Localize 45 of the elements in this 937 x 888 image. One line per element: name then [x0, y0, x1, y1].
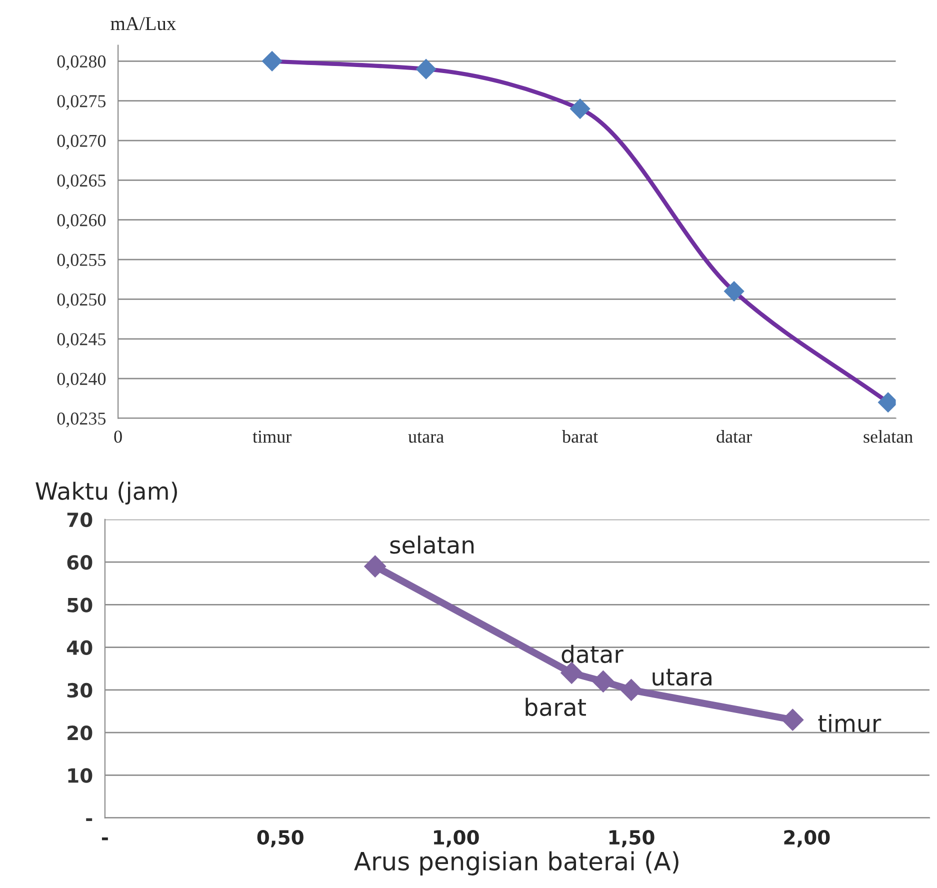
- point: [364, 555, 386, 578]
- annotation: barat: [526, 698, 586, 716]
- y-tick-label: 70: [67, 512, 92, 528]
- y-tick-label: 0,0240: [57, 372, 106, 388]
- x-tick-label: 1,50: [609, 830, 654, 848]
- y-tick-label: 60: [67, 555, 92, 570]
- point: [570, 98, 590, 120]
- point: [781, 708, 804, 732]
- x-tick-label: 0,50: [257, 830, 304, 848]
- y-tick-label: 40: [66, 640, 92, 656]
- y-tick-label: 0,0235: [57, 412, 106, 428]
- annotation: utara: [652, 668, 712, 686]
- y-axis-title: Waktu (jam): [36, 482, 177, 505]
- y-tick-label: 0,0280: [57, 55, 106, 70]
- point: [560, 662, 583, 684]
- y-tick-label: 20: [68, 726, 92, 740]
- y-axis-title: mA/Lux: [110, 17, 176, 30]
- y-tick-label: 30: [67, 682, 92, 698]
- y-tick-label: 10: [68, 768, 92, 783]
- x-tick-label: 1,00: [434, 830, 479, 848]
- x-tick-label: datar: [716, 430, 752, 443]
- x-tick-label: 0: [114, 430, 122, 443]
- point: [724, 280, 744, 302]
- y-tick-label: 0,0275: [57, 95, 106, 110]
- x-tick-label: barat: [562, 430, 598, 443]
- annotation: selatan: [390, 535, 474, 554]
- annotation: datar: [562, 644, 624, 664]
- y-tick-label: 0,0260: [57, 214, 106, 229]
- y-tick-label: 50: [68, 598, 92, 612]
- y-tick-label: 0,0265: [57, 174, 106, 190]
- point: [620, 678, 642, 702]
- y-tick-label: -: [86, 818, 92, 822]
- y-tick-label: 0,0245: [57, 333, 106, 348]
- y-tick-label: 0,0255: [57, 254, 106, 269]
- x-tick-label: 2,00: [784, 830, 830, 848]
- y-tick-label: 0,0270: [57, 134, 106, 150]
- point: [416, 58, 436, 80]
- x-tick-label: selatan: [864, 430, 913, 443]
- point: [592, 670, 614, 693]
- x-tick-label: utara: [408, 432, 444, 443]
- point: [262, 50, 282, 72]
- x-axis-title: Arus pengisian baterai (A): [354, 851, 678, 876]
- x-tick-label: timur: [252, 430, 292, 443]
- y-tick-label: 0,0250: [57, 293, 106, 308]
- annotation: timur: [818, 714, 882, 732]
